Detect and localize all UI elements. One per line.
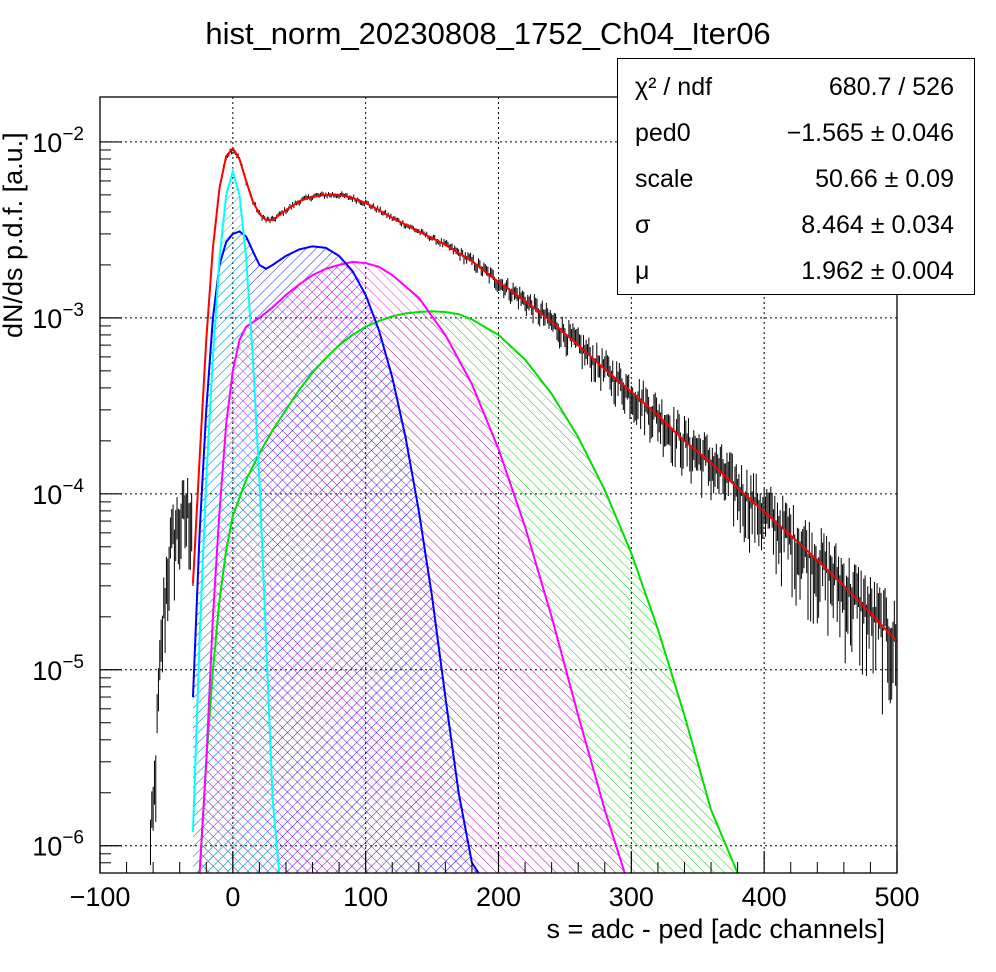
stats-value-ped0: −1.565 ± 0.046 [786, 119, 954, 147]
component-2-curve [198, 260, 626, 873]
fit-stats-box: χ² / ndf 680.7 / 526 ped0 −1.565 ± 0.046… [617, 58, 975, 295]
x-axis-label: s = adc - ped [adc channels] [547, 914, 885, 944]
chart-title: hist_norm_20230808_1752_Ch04_Iter06 [205, 16, 770, 51]
stats-label-mu: μ [635, 257, 650, 285]
x-tick-labels: −100 0 100 200 300 400 500 [70, 882, 920, 912]
x-tick-label: 400 [742, 882, 787, 912]
stats-value-scale: 50.66 ± 0.09 [815, 165, 954, 193]
y-tick-labels: 10−2 10−3 10−4 10−5 10−6 [32, 124, 84, 862]
y-tick-label: 10−2 [32, 124, 84, 158]
y-tick-label: 10−5 [32, 652, 84, 686]
stats-row-ped0: ped0 −1.565 ± 0.046 [618, 111, 974, 157]
component-3-curve [198, 310, 739, 873]
x-tick-label: 100 [343, 882, 388, 912]
stats-row-mu: μ 1.962 ± 0.004 [618, 249, 974, 295]
stats-value-chi2: 680.7 / 526 [828, 73, 954, 101]
y-tick-label: 10−6 [32, 828, 84, 862]
stats-label-chi2: χ² / ndf [635, 73, 713, 101]
stats-value-mu: 1.962 ± 0.004 [801, 257, 954, 285]
stats-row-sigma: σ 8.464 ± 0.034 [618, 203, 974, 249]
component-fills [192, 171, 738, 873]
y-tick-label: 10−4 [32, 476, 84, 510]
x-tick-label: 200 [476, 882, 521, 912]
axis-ticks [99, 141, 898, 874]
x-tick-label: −100 [70, 882, 131, 912]
x-tick-label: 0 [225, 882, 240, 912]
stats-row-scale: scale 50.66 ± 0.09 [618, 157, 974, 203]
fit-curves [191, 146, 897, 873]
stats-label-scale: scale [635, 165, 694, 193]
y-axis-label: dN/ds p.d.f. [a.u.] [0, 132, 28, 338]
stats-label-ped0: ped0 [635, 119, 691, 147]
x-tick-label: 500 [874, 882, 919, 912]
y-tick-label: 10−3 [32, 300, 84, 334]
component-1-curve [191, 230, 480, 873]
pedestal-component-curve [191, 167, 281, 873]
x-tick-label: 300 [609, 882, 654, 912]
stats-value-sigma: 8.464 ± 0.034 [801, 211, 954, 239]
stats-label-sigma: σ [635, 211, 651, 239]
stats-row-chi2: χ² / ndf 680.7 / 526 [618, 65, 974, 111]
total-fit-curve [191, 146, 897, 643]
